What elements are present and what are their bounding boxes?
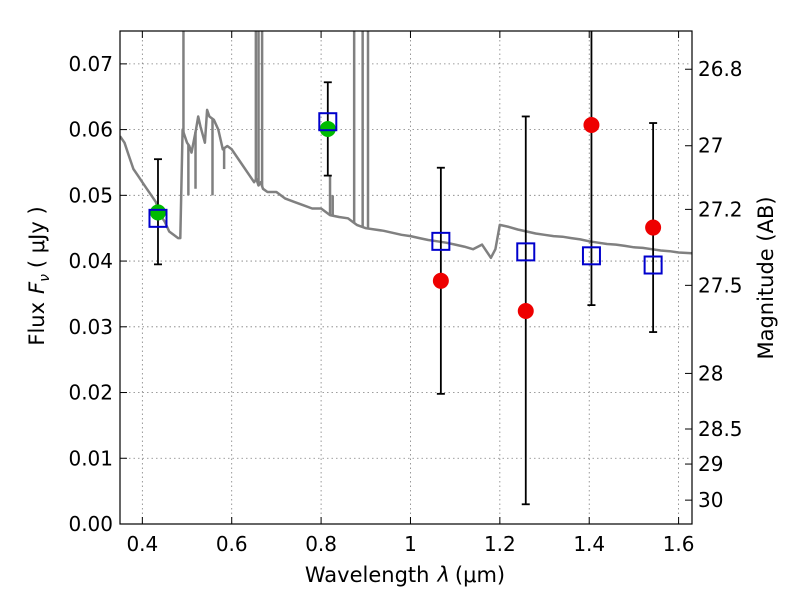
- data-point-circle: [583, 116, 600, 133]
- y-tick-label: 0.03: [68, 315, 113, 339]
- y2-tick-label: 29: [698, 452, 723, 476]
- data-point-circle: [645, 219, 662, 236]
- y-tick-label: 0.01: [68, 446, 113, 470]
- y-tick-label: 0.07: [68, 52, 113, 76]
- x-tick-label: 1.6: [663, 532, 695, 556]
- model-point-square: [516, 242, 536, 262]
- y-tick-label: 0.02: [68, 381, 113, 405]
- x-tick-label: 1: [404, 532, 417, 556]
- model-spectrum-layer: [120, 31, 692, 260]
- y-tick-label: 0.05: [68, 183, 113, 207]
- data-point-circle: [149, 204, 166, 221]
- grid: [120, 31, 692, 525]
- y2-tick-label: 27.5: [698, 273, 743, 297]
- model-point-square: [431, 231, 451, 251]
- y2-tick-label: 30: [698, 488, 723, 512]
- x-tick-label: 0.8: [305, 532, 337, 556]
- y-tick-label: 0.00: [68, 512, 113, 536]
- data-point-circle: [432, 272, 449, 289]
- model-point-square: [318, 112, 338, 132]
- y2-tick-label: 26.8: [698, 57, 743, 81]
- x-tick-label: 0.4: [126, 532, 158, 556]
- x-tick-label: 1.4: [573, 532, 605, 556]
- axis-ticks: [120, 31, 692, 525]
- model-point-square: [581, 246, 601, 266]
- x-tick-label: 0.6: [216, 532, 248, 556]
- model-point-square: [643, 255, 663, 275]
- y2-axis-title: Magnitude (AB): [754, 196, 778, 359]
- model-spectrum-line: [120, 108, 692, 260]
- error-bars: [153, 31, 658, 506]
- data-point-circle: [319, 120, 336, 137]
- x-tick-label: 1.2: [484, 532, 516, 556]
- plot-frame: [119, 30, 693, 525]
- model-point-square: [148, 208, 168, 228]
- y2-tick-label: 28: [698, 361, 723, 385]
- x-axis-title: Wavelength λ (μm): [305, 563, 505, 587]
- y-tick-label: 0.04: [68, 249, 113, 273]
- data-markers: [148, 112, 663, 320]
- y2-tick-label: 27.2: [698, 197, 743, 221]
- y-tick-label: 0.06: [68, 118, 113, 142]
- y2-tick-label: 28.5: [698, 417, 743, 441]
- tick-labels: 0.4 0.6 0.8 1 1.2 1.4 1.6 0.00 0.01 0.02 0.03 0.04 0…: [68, 52, 742, 556]
- y-axis-title: FluxFν( μJy ): [25, 206, 53, 345]
- data-point-circle: [517, 303, 534, 320]
- y2-tick-label: 27: [698, 134, 723, 158]
